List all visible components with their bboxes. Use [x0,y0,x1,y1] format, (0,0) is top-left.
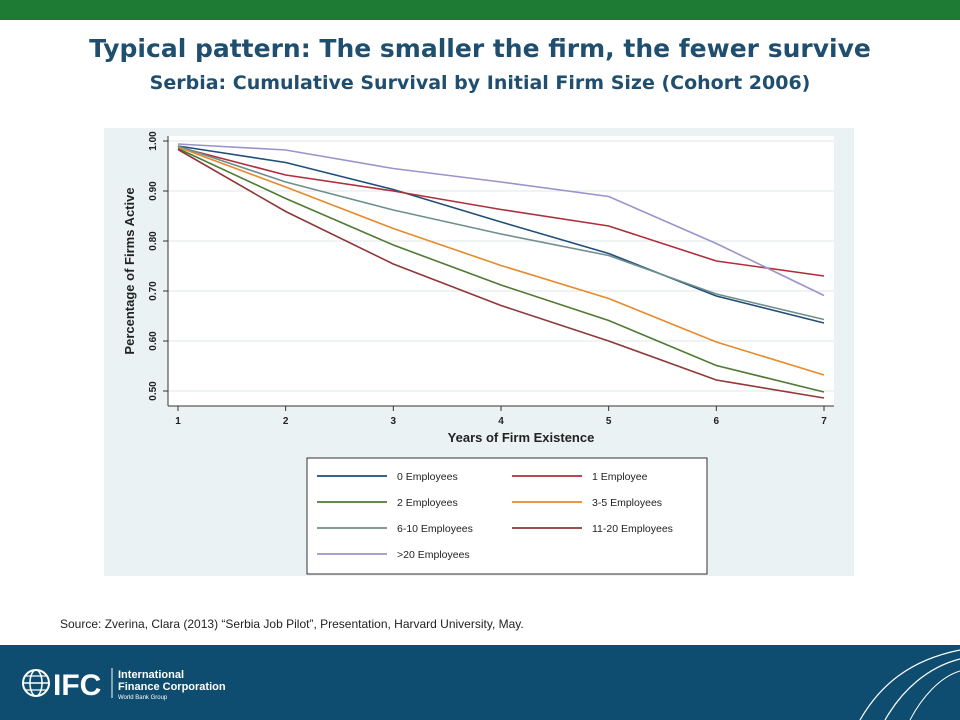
org-name-line1: International [118,669,184,681]
y-axis-label: Percentage of Firms Active [122,187,137,354]
x-tick-label: 6 [714,416,720,427]
source-citation: Source: Zverina, Clara (2013) “Serbia Jo… [60,617,524,631]
y-tick-label: 0.60 [148,331,159,351]
globe-icon [22,669,50,697]
x-axis-label: Years of Firm Existence [448,430,595,445]
org-name-line2: Finance Corporation [118,681,226,693]
x-tick-label: 2 [283,416,289,427]
top-accent-bar [0,0,960,20]
y-tick-label: 0.90 [148,181,159,201]
org-name-line3: World Bank Group [118,695,168,701]
legend-label: 11-20 Employees [592,523,673,535]
footer-band: IFC International Finance Corporation Wo… [0,645,960,720]
legend-label: 0 Employees [397,471,458,483]
x-tick-label: 3 [391,416,397,427]
chart-panel: 0.50 0.60 0.70 0.80 0.90 1.00 1 2 3 4 5 6 7 Years of … [104,128,854,576]
x-tick-label: 7 [821,416,827,427]
survival-line-chart: 0.50 0.60 0.70 0.80 0.90 1.00 1 2 3 4 5 6 7 Years of … [122,131,834,575]
y-tick-label: 0.80 [148,231,159,251]
slide-subtitle: Serbia: Cumulative Survival by Initial F… [149,72,811,94]
series-line-5 [177,145,825,321]
legend-label: 3-5 Employees [592,497,662,509]
legend-label: 6-10 Employees [397,523,473,535]
ifc-logo: IFC International Finance Corporation Wo… [22,668,226,701]
decorative-swoosh [859,649,960,720]
series-line-2 [177,146,825,277]
x-tick-label: 4 [498,416,504,427]
y-tick-label: 1.00 [148,131,159,151]
slide-title: Typical pattern: The smaller the firm, t… [89,34,871,63]
series-line-7 [177,143,825,297]
legend-label: 2 Employees [397,497,458,509]
legend-label: 1 Employee [592,471,648,483]
ifc-logo-text: IFC [53,669,101,701]
series-line-4 [177,146,825,376]
series-line-6 [177,148,825,399]
plot-area [168,136,834,406]
y-tick-label: 0.70 [148,281,159,301]
series-line-3 [177,147,825,393]
x-tick-label: 5 [606,416,612,427]
y-tick-label: 0.50 [148,381,159,401]
series-line-1 [177,145,825,324]
legend-label: >20 Employees [397,549,470,561]
x-tick-label: 1 [175,416,181,427]
